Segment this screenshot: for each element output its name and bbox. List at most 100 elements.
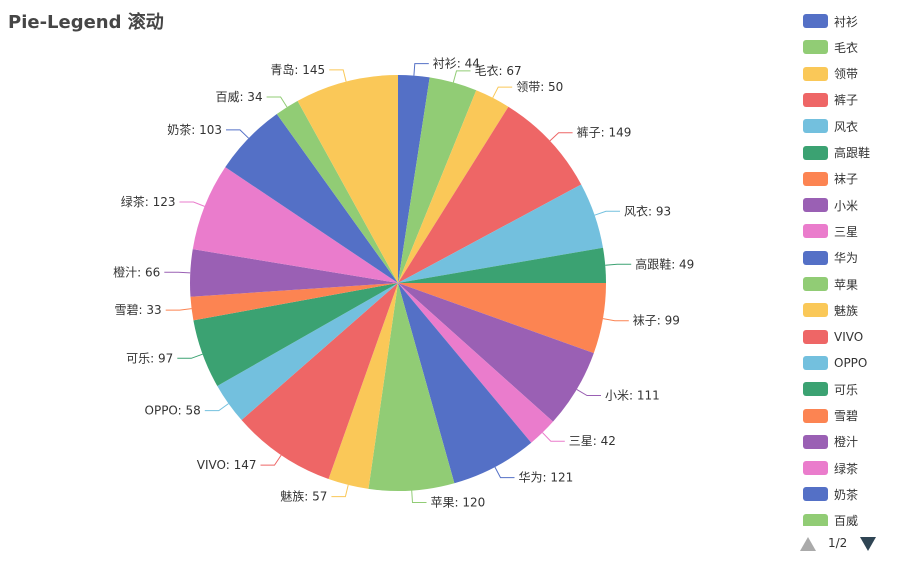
pie-slice[interactable] bbox=[193, 283, 398, 386]
pie-slice[interactable] bbox=[225, 113, 398, 284]
chart-title: Pie-Legend 滚动 bbox=[8, 12, 164, 33]
legend-item[interactable]: 苹果 bbox=[803, 274, 858, 294]
pie-slice[interactable] bbox=[241, 283, 398, 480]
slice-label: 魅族: 57 bbox=[280, 489, 327, 504]
legend-item[interactable]: 雪碧 bbox=[803, 406, 858, 426]
legend-label: 毛衣 bbox=[834, 40, 859, 55]
legend-label: 三星 bbox=[834, 224, 859, 239]
legend-page-indicator: 1/2 bbox=[828, 536, 848, 550]
legend-swatch bbox=[803, 145, 828, 160]
label-leader-line bbox=[329, 69, 347, 82]
legend-label: 裤子 bbox=[834, 93, 859, 108]
legend-swatch bbox=[803, 303, 828, 318]
pie-slice[interactable] bbox=[398, 283, 606, 354]
pie-slice[interactable] bbox=[398, 283, 532, 484]
legend-swatch bbox=[803, 92, 828, 107]
legend-swatch bbox=[803, 513, 828, 526]
legend-label: 百威 bbox=[834, 514, 859, 526]
legend-label: OPPO bbox=[834, 355, 868, 370]
legend-label: 雪碧 bbox=[834, 409, 859, 423]
legend-item[interactable]: VIVO bbox=[803, 327, 863, 347]
label-leader-line bbox=[164, 271, 191, 274]
label-leader-line bbox=[413, 63, 429, 76]
legend-item[interactable]: OPPO bbox=[803, 353, 867, 373]
legend-swatch bbox=[803, 171, 828, 186]
slice-label: 三星: 42 bbox=[569, 434, 616, 448]
legend: 衬衫毛衣领带裤子风衣高跟鞋袜子小米三星华为苹果魅族 VIVO OPPO 可乐雪碧橙汁绿… bbox=[803, 11, 913, 526]
label-leader-line bbox=[266, 96, 288, 108]
label-leader-line bbox=[492, 86, 513, 99]
legend-swatch bbox=[803, 408, 828, 423]
pie-slice[interactable] bbox=[276, 100, 398, 283]
pie-slice[interactable] bbox=[297, 74, 398, 283]
legend-item[interactable]: 可乐 bbox=[803, 379, 858, 399]
pie-slice[interactable] bbox=[189, 249, 398, 297]
legend-swatch bbox=[803, 434, 828, 449]
label-leader-line bbox=[594, 210, 620, 216]
slice-label: OPPO: 58 bbox=[145, 404, 201, 418]
legend-swatch bbox=[803, 487, 828, 502]
legend-swatch bbox=[803, 14, 828, 28]
slice-label: VIVO: 147 bbox=[197, 458, 257, 472]
pie-slice[interactable] bbox=[398, 283, 594, 422]
legend-item[interactable]: 高跟鞋 bbox=[803, 143, 870, 163]
slice-label: 橙汁: 66 bbox=[113, 264, 160, 279]
label-leader-line bbox=[576, 388, 601, 396]
legend-label: 奶茶 bbox=[834, 487, 859, 502]
legend-swatch bbox=[803, 198, 828, 213]
pie-slice[interactable] bbox=[398, 283, 554, 443]
legend-label: 领带 bbox=[834, 67, 859, 82]
legend-item[interactable]: 裤子 bbox=[803, 90, 858, 110]
pie-slice[interactable] bbox=[328, 283, 398, 489]
legend-item[interactable]: 毛衣 bbox=[803, 37, 858, 57]
pie-slice[interactable] bbox=[398, 77, 477, 284]
legend-swatch bbox=[803, 66, 828, 81]
legend-item[interactable]: 领带 bbox=[803, 64, 858, 84]
slice-label: 裤子: 149 bbox=[577, 126, 632, 140]
legend-item[interactable]: 袜子 bbox=[803, 169, 858, 189]
label-leader-line bbox=[226, 129, 249, 139]
slice-label: 绿茶: 123 bbox=[121, 194, 176, 209]
slice-label: 华为: 121 bbox=[519, 471, 574, 485]
legend-item[interactable]: 三星 bbox=[803, 221, 858, 241]
slice-label: 领带: 50 bbox=[516, 80, 563, 94]
legend-item[interactable]: 华为 bbox=[803, 248, 858, 268]
pie-slice[interactable] bbox=[398, 75, 430, 283]
legend-item[interactable]: 橙汁 bbox=[803, 432, 858, 452]
pie-slice[interactable] bbox=[398, 90, 509, 283]
legend-item[interactable]: 绿茶 bbox=[803, 458, 858, 478]
slice-label: 毛衣: 67 bbox=[475, 63, 522, 78]
legend-swatch bbox=[803, 382, 828, 397]
legend-item[interactable]: 风衣 bbox=[803, 116, 858, 136]
legend-label: 风衣 bbox=[834, 119, 859, 134]
legend-item[interactable]: 衬衫 bbox=[803, 11, 858, 31]
pie-slice[interactable] bbox=[190, 283, 398, 321]
label-leader-line bbox=[494, 466, 515, 479]
pie-slice[interactable] bbox=[368, 283, 455, 491]
label-leader-line bbox=[204, 403, 229, 412]
slice-label: 青岛: 145 bbox=[270, 62, 325, 77]
label-leader-line bbox=[542, 432, 565, 442]
label-leader-line bbox=[411, 490, 427, 503]
triangle-down-icon[interactable] bbox=[859, 535, 877, 553]
triangle-up-icon[interactable] bbox=[799, 535, 817, 553]
legend-swatch bbox=[803, 329, 828, 344]
pie-slice[interactable] bbox=[192, 167, 398, 283]
slice-label: 高跟鞋: 49 bbox=[635, 256, 694, 271]
legend-label: 可乐 bbox=[834, 382, 859, 397]
label-leader-line bbox=[549, 132, 573, 142]
pie-slice[interactable] bbox=[398, 184, 603, 283]
pie-slice[interactable] bbox=[217, 283, 398, 421]
pie-slice[interactable] bbox=[398, 247, 606, 283]
slice-label: 可乐: 97 bbox=[126, 351, 173, 365]
slice-label: 苹果: 120 bbox=[431, 496, 486, 510]
legend-item[interactable]: 小米 bbox=[803, 195, 858, 215]
legend-item[interactable]: 魅族 bbox=[803, 300, 858, 320]
legend-swatch bbox=[803, 461, 828, 476]
pie-slice[interactable] bbox=[398, 106, 582, 283]
label-leader-line bbox=[165, 308, 192, 311]
legend-swatch bbox=[803, 277, 828, 291]
legend-item[interactable]: 百威 bbox=[803, 511, 858, 526]
legend-label: 绿茶 bbox=[834, 461, 859, 476]
legend-item[interactable]: 奶茶 bbox=[803, 484, 858, 504]
